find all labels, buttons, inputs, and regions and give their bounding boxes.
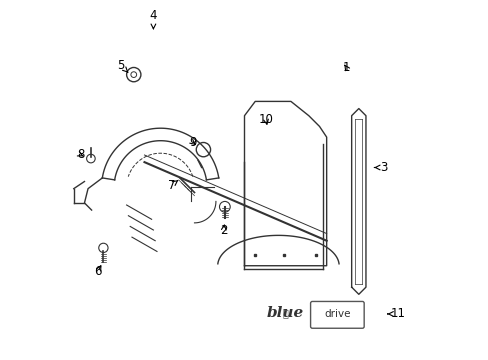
Text: 4: 4 — [149, 9, 157, 29]
Text: 9: 9 — [188, 136, 196, 149]
Text: 7: 7 — [167, 179, 178, 192]
Text: 3: 3 — [374, 161, 386, 174]
Text: 10: 10 — [258, 113, 273, 126]
Text: 2: 2 — [220, 224, 227, 237]
Text: 1: 1 — [342, 61, 349, 74]
Text: 6: 6 — [94, 265, 102, 278]
FancyBboxPatch shape — [310, 301, 364, 328]
Text: 11: 11 — [387, 307, 405, 320]
Text: 5: 5 — [117, 59, 127, 72]
Text: drive: drive — [324, 309, 350, 319]
Text: 🌿: 🌿 — [282, 308, 288, 318]
Text: blue: blue — [265, 306, 303, 320]
Text: 8: 8 — [77, 148, 84, 162]
